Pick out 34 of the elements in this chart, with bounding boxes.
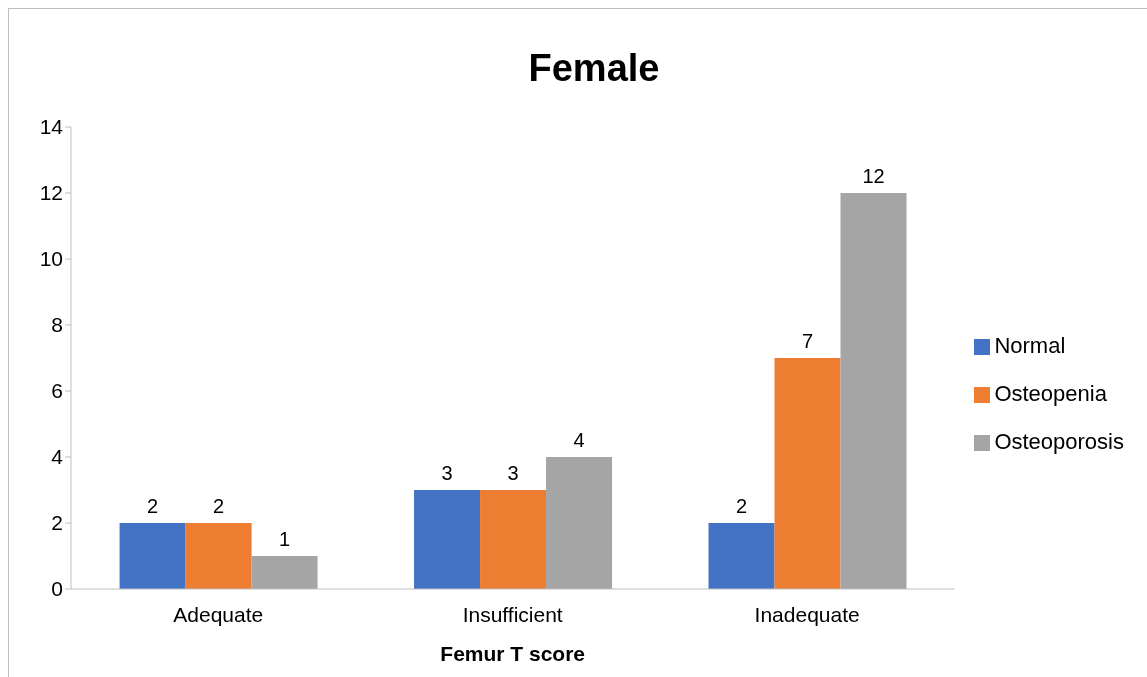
bar — [185, 523, 252, 589]
x-axis-title: Femur T score — [440, 642, 586, 665]
bar — [840, 193, 907, 589]
y-tick-label: 4 — [51, 445, 64, 469]
y-tick-label: 2 — [51, 511, 63, 535]
bar — [546, 457, 613, 589]
y-tick-label: 8 — [51, 313, 63, 337]
data-label: 7 — [801, 330, 814, 352]
y-tick-label: 12 — [39, 181, 63, 205]
bar — [774, 358, 841, 589]
data-label: 2 — [735, 495, 748, 517]
bar — [119, 523, 186, 589]
data-label: 3 — [507, 462, 519, 484]
chart-title: Female — [527, 47, 661, 90]
data-label: 2 — [147, 495, 159, 517]
x-tick-label: Adequate — [173, 602, 264, 626]
data-label: 1 — [279, 528, 291, 550]
y-tick-label: 6 — [51, 379, 63, 403]
data-label: 12 — [862, 165, 885, 187]
x-tick-label: Insufficient — [462, 602, 563, 626]
data-label: 3 — [441, 462, 453, 484]
bar — [480, 490, 547, 589]
data-label: 4 — [573, 429, 585, 451]
legend-label: Osteopenia — [994, 381, 1107, 406]
bar — [414, 490, 481, 589]
x-tick-label: Inadequate — [754, 602, 860, 626]
bar — [708, 523, 775, 589]
y-tick-label: 10 — [39, 247, 63, 271]
y-tick-label: 14 — [39, 115, 64, 139]
legend-label: Osteoporosis — [994, 429, 1124, 454]
y-tick-label: 0 — [51, 577, 63, 601]
data-label: 2 — [213, 495, 225, 517]
bar — [251, 556, 318, 589]
legend-label: Normal — [994, 333, 1066, 358]
